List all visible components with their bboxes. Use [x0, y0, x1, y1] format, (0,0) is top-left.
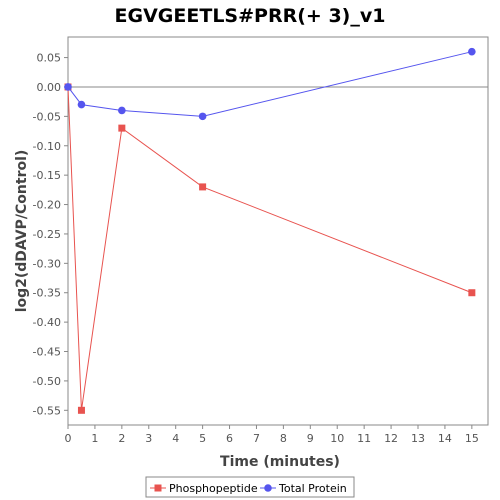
x-tick-label: 14 [438, 432, 452, 445]
x-tick-label: 11 [357, 432, 371, 445]
y-tick-label: -0.50 [33, 375, 61, 388]
y-tick-label: -0.40 [33, 316, 61, 329]
x-tick-label: 1 [91, 432, 98, 445]
x-tick-label: 6 [226, 432, 233, 445]
x-tick-label: 15 [465, 432, 479, 445]
x-tick-label: 12 [384, 432, 398, 445]
legend-label: Phosphopeptide [169, 482, 258, 495]
x-tick-label: 5 [199, 432, 206, 445]
y-tick-label: -0.15 [33, 169, 61, 182]
data-point [77, 100, 86, 109]
x-tick-label: 9 [307, 432, 314, 445]
x-tick-label: 3 [145, 432, 152, 445]
series-layer [64, 47, 476, 414]
y-tick-label: -0.30 [33, 257, 61, 270]
x-tick-label: 7 [253, 432, 260, 445]
x-axis: 0 1 2 3 4 5 6 7 8 9 10 11 12 13 14 15 [65, 425, 479, 445]
x-tick-label: 8 [280, 432, 287, 445]
legend-marker [154, 484, 162, 492]
x-tick-label: 0 [65, 432, 72, 445]
y-tick-label: -0.20 [33, 199, 61, 212]
data-point [198, 112, 207, 121]
legend-marker [264, 484, 272, 492]
data-point [199, 183, 207, 191]
y-tick-label: -0.25 [33, 228, 61, 241]
legend-box [145, 476, 355, 498]
y-tick-label: 0.00 [37, 81, 62, 94]
legend-label: Total Protein [278, 482, 347, 495]
legend: Phosphopeptide Total Protein [150, 482, 347, 495]
data-point [77, 406, 85, 414]
y-axis: 0.05 0.00 -0.05 -0.10 -0.15 -0.20 -0.25 -0.30 -0… [33, 52, 68, 417]
y-tick-label: 0.05 [37, 52, 62, 65]
data-point [118, 106, 126, 115]
series-total-protein [64, 47, 476, 121]
y-tick-label: -0.55 [33, 404, 61, 417]
data-point [118, 124, 126, 132]
x-tick-label: 2 [118, 432, 125, 445]
y-tick-label: -0.10 [33, 140, 61, 153]
data-point [468, 289, 476, 297]
y-axis-label: log2(dDAVP/Control) [14, 150, 30, 313]
y-tick-label: -0.45 [33, 346, 61, 359]
x-tick-label: 4 [172, 432, 179, 445]
x-tick-label: 10 [330, 432, 344, 445]
chart-title: EGVGEETLS#PRR(+ 3)_v1 [115, 5, 386, 27]
data-point [64, 83, 72, 91]
x-axis-label: Time (minutes) [220, 454, 340, 470]
x-tick-label: 13 [411, 432, 425, 445]
plot-area [67, 36, 489, 426]
data-point [468, 47, 476, 56]
y-tick-label: -0.05 [33, 110, 61, 123]
y-tick-label: -0.35 [33, 287, 61, 300]
